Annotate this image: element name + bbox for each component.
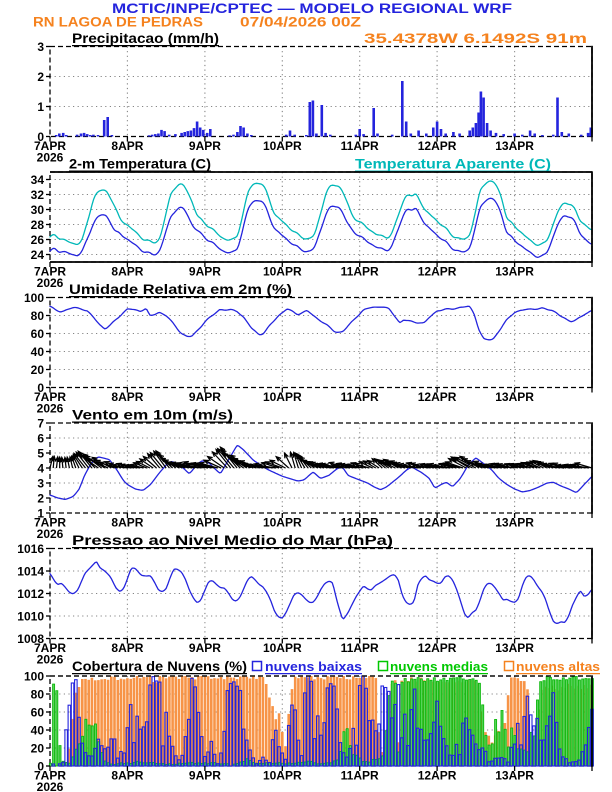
svg-text:RN LAGOA DE PEDRAS: RN LAGOA DE PEDRAS	[33, 15, 203, 30]
svg-text:nuvens baixas: nuvens baixas	[265, 660, 362, 674]
svg-text:11APR: 11APR	[341, 265, 379, 279]
svg-text:Temperatura Aparente (C): Temperatura Aparente (C)	[355, 157, 551, 172]
svg-text:32: 32	[31, 188, 45, 202]
svg-text:7: 7	[37, 416, 44, 430]
svg-text:13APR: 13APR	[495, 390, 534, 404]
svg-text:0: 0	[37, 759, 44, 773]
svg-text:9APR: 9APR	[189, 516, 221, 530]
svg-text:1014: 1014	[17, 564, 44, 578]
svg-text:8APR: 8APR	[111, 265, 143, 279]
svg-text:Pressao ao Nivel Medio do Mar: Pressao ao Nivel Medio do Mar (hPa)	[72, 533, 393, 548]
svg-text:35.4378W 6.1492S 91m: 35.4378W 6.1492S 91m	[364, 31, 587, 46]
svg-text:12APR: 12APR	[418, 390, 457, 404]
svg-text:30: 30	[31, 203, 45, 217]
svg-text:1010: 1010	[17, 609, 44, 623]
svg-text:8APR: 8APR	[111, 516, 143, 530]
svg-text:11APR: 11APR	[341, 641, 379, 655]
svg-text:2026: 2026	[37, 780, 64, 792]
svg-text:1012: 1012	[17, 587, 44, 601]
svg-text:Precipitacao (mm/h): Precipitacao (mm/h)	[72, 31, 219, 46]
svg-text:80: 80	[31, 309, 45, 323]
svg-text:13APR: 13APR	[495, 769, 534, 783]
svg-text:1: 1	[37, 100, 44, 114]
svg-text:28: 28	[31, 218, 45, 232]
svg-text:Cobertura de Nuvens (%): Cobertura de Nuvens (%)	[72, 659, 247, 674]
svg-text:8APR: 8APR	[111, 769, 143, 783]
svg-text:Umidade Relativa em 2m (%): Umidade Relativa em 2m (%)	[69, 282, 292, 297]
svg-text:2: 2	[37, 491, 44, 505]
svg-text:13APR: 13APR	[495, 641, 534, 655]
svg-text:12APR: 12APR	[418, 769, 457, 783]
svg-text:1008: 1008	[17, 632, 44, 646]
svg-text:9APR: 9APR	[189, 390, 221, 404]
svg-text:9APR: 9APR	[189, 139, 221, 153]
svg-text:13APR: 13APR	[495, 516, 534, 530]
svg-text:7APR: 7APR	[34, 641, 66, 655]
svg-text:10APR: 10APR	[263, 516, 302, 530]
svg-text:80: 80	[31, 687, 45, 701]
svg-text:Vento em 10m (m/s): Vento em 10m (m/s)	[72, 408, 233, 423]
svg-text:5: 5	[37, 446, 44, 460]
svg-text:2-m Temperatura (C): 2-m Temperatura (C)	[69, 157, 211, 172]
svg-text:2026: 2026	[37, 401, 64, 415]
svg-text:10APR: 10APR	[263, 641, 302, 655]
svg-text:1: 1	[37, 506, 44, 520]
svg-text:11APR: 11APR	[341, 139, 379, 153]
svg-text:4: 4	[37, 461, 44, 475]
svg-text:7APR: 7APR	[34, 139, 66, 153]
svg-text:40: 40	[31, 723, 45, 737]
svg-text:20: 20	[31, 363, 45, 377]
svg-text:40: 40	[31, 345, 45, 359]
svg-text:nuvens altas: nuvens altas	[516, 660, 600, 674]
svg-text:2026: 2026	[37, 527, 64, 541]
svg-text:12APR: 12APR	[418, 516, 457, 530]
svg-text:100: 100	[24, 291, 44, 305]
svg-text:13APR: 13APR	[495, 139, 534, 153]
svg-text:24: 24	[31, 248, 45, 262]
svg-text:12APR: 12APR	[418, 641, 457, 655]
svg-text:20: 20	[31, 741, 45, 755]
svg-text:10APR: 10APR	[263, 769, 302, 783]
svg-text:11APR: 11APR	[341, 769, 379, 783]
svg-text:0: 0	[37, 381, 44, 395]
svg-text:0: 0	[37, 130, 44, 144]
svg-text:1016: 1016	[17, 542, 44, 556]
svg-text:34: 34	[31, 173, 45, 187]
svg-text:8APR: 8APR	[111, 390, 143, 404]
svg-text:12APR: 12APR	[418, 265, 457, 279]
svg-text:7APR: 7APR	[34, 390, 66, 404]
svg-text:11APR: 11APR	[341, 390, 379, 404]
svg-text:60: 60	[31, 327, 45, 341]
svg-text:8APR: 8APR	[111, 139, 143, 153]
svg-text:3: 3	[37, 476, 44, 490]
svg-text:07/04/2026 00Z: 07/04/2026 00Z	[240, 15, 361, 30]
svg-text:2026: 2026	[37, 150, 64, 164]
svg-text:9APR: 9APR	[189, 265, 221, 279]
svg-text:8APR: 8APR	[111, 641, 143, 655]
svg-text:100: 100	[24, 669, 44, 683]
svg-text:60: 60	[31, 705, 45, 719]
svg-text:MCTIC/INPE/CPTEC — MODELO REGI: MCTIC/INPE/CPTEC — MODELO REGIONAL WRF	[112, 1, 512, 16]
svg-text:12APR: 12APR	[418, 139, 457, 153]
svg-text:10APR: 10APR	[263, 139, 302, 153]
svg-text:9APR: 9APR	[189, 769, 221, 783]
svg-text:13APR: 13APR	[495, 265, 534, 279]
svg-text:2026: 2026	[37, 652, 64, 666]
svg-text:7APR: 7APR	[34, 769, 66, 783]
svg-text:9APR: 9APR	[189, 641, 221, 655]
svg-text:10APR: 10APR	[263, 265, 302, 279]
svg-text:26: 26	[31, 233, 45, 247]
svg-text:11APR: 11APR	[341, 516, 379, 530]
svg-text:2026: 2026	[37, 276, 64, 290]
svg-text:2: 2	[37, 70, 44, 84]
svg-text:3: 3	[37, 40, 44, 54]
svg-text:nuvens medias: nuvens medias	[390, 660, 488, 674]
svg-text:6: 6	[37, 431, 44, 445]
svg-text:10APR: 10APR	[263, 390, 302, 404]
svg-text:7APR: 7APR	[34, 265, 66, 279]
svg-text:7APR: 7APR	[34, 516, 66, 530]
